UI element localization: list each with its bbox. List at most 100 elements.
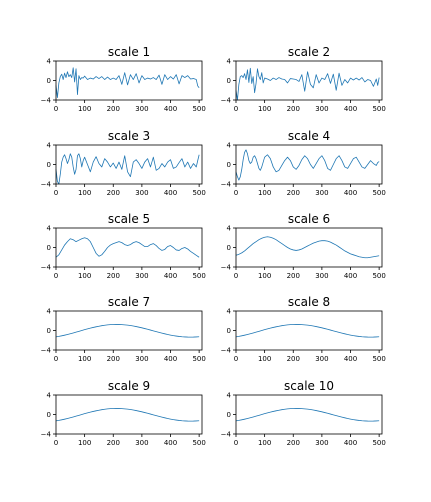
x-tick-label: 500 [192,272,205,280]
y-tick-label: −4 [221,97,232,105]
y-tick-label: 0 [227,161,231,169]
subplot-title: scale 9 [108,379,150,393]
y-tick-label: 4 [227,308,232,316]
axes-frame [235,394,383,435]
y-tick-label: 4 [47,58,52,66]
series-line [235,408,380,422]
x-tick-label: 500 [192,189,205,197]
y-tick-label: 4 [227,58,232,66]
y-tick-label: 4 [47,308,52,316]
y-tick-label: −4 [41,347,52,355]
y-tick-label: −4 [41,97,52,105]
x-tick-label: 0 [54,272,58,280]
y-tick-label: 0 [227,244,231,252]
x-tick-label: 400 [164,189,177,197]
y-tick-label: 4 [47,392,52,400]
axes-frame [55,227,203,268]
subplot-title: scale 2 [288,45,330,59]
x-tick-label: 0 [234,189,238,197]
x-tick-label: 100 [78,355,91,363]
x-tick-label: 0 [54,355,58,363]
subplot-6: scale 60 100 200 300 400 500−404 [221,212,386,280]
series-line [235,67,380,101]
x-tick-label: 500 [192,439,205,447]
y-tick-label: 4 [47,142,52,150]
subplot-4: scale 40 100 200 300 400 500−404 [221,129,386,197]
subplot-title: scale 3 [108,129,150,143]
x-tick-label: 0 [234,105,238,113]
x-tick-label: 0 [234,355,238,363]
x-tick-label: 100 [258,272,271,280]
x-tick-label: 200 [107,355,120,363]
axes-frame [55,310,203,351]
series-line [55,67,200,98]
y-tick-label: −4 [41,431,52,439]
x-tick-label: 300 [135,355,148,363]
subplot-title: scale 1 [108,45,150,59]
x-tick-label: 500 [192,105,205,113]
series-line [235,149,380,181]
x-tick-label: 300 [135,272,148,280]
subplot-title: scale 5 [108,212,150,226]
x-tick-label: 200 [287,355,300,363]
subplot-5: scale 50 100 200 300 400 500−404 [41,212,206,280]
x-tick-label: 400 [164,272,177,280]
y-tick-label: 4 [227,142,232,150]
x-tick-label: 200 [287,272,300,280]
x-tick-label: 100 [258,105,271,113]
x-tick-label: 100 [78,105,91,113]
axes-frame [55,394,203,435]
y-tick-label: −4 [221,181,232,189]
subplot-9: scale 90 100 200 300 400 500−404 [41,379,206,447]
x-tick-label: 400 [344,355,357,363]
subplot-title: scale 8 [288,295,330,309]
x-tick-label: 400 [344,105,357,113]
x-tick-label: 500 [372,189,385,197]
series-line [55,324,200,338]
x-tick-label: 100 [78,272,91,280]
y-tick-label: 0 [227,77,231,85]
x-tick-label: 500 [372,105,385,113]
y-tick-label: 0 [47,161,51,169]
x-tick-label: 300 [135,189,148,197]
y-tick-label: 4 [227,392,232,400]
axes-frame [235,310,383,351]
x-tick-label: 100 [78,439,91,447]
x-tick-label: 100 [258,189,271,197]
axes-frame [55,144,203,185]
subplot-1: scale 10 100 200 300 400 500−404 [41,45,206,113]
subplot-title: scale 6 [288,212,330,226]
x-tick-label: 400 [344,189,357,197]
y-tick-label: 0 [227,411,231,419]
subplot-title: scale 4 [288,129,330,143]
x-tick-label: 100 [258,439,271,447]
x-tick-label: 400 [344,439,357,447]
y-tick-label: 0 [227,327,231,335]
subplot-title: scale 10 [284,379,334,393]
x-tick-label: 100 [78,189,91,197]
y-tick-label: 0 [47,327,51,335]
subplot-2: scale 20 100 200 300 400 500−404 [221,45,386,113]
axes-frame [235,60,383,101]
x-tick-label: 0 [54,189,58,197]
series-line [55,237,200,258]
y-tick-label: −4 [221,347,232,355]
x-tick-label: 400 [164,355,177,363]
x-tick-label: 500 [192,355,205,363]
y-tick-label: 4 [227,225,232,233]
subplot-10: scale 100 100 200 300 400 500−404 [221,379,386,447]
x-tick-label: 400 [164,439,177,447]
series-line [55,153,200,185]
x-tick-label: 0 [54,105,58,113]
x-tick-label: 200 [287,189,300,197]
x-tick-label: 100 [258,355,271,363]
subplot-3: scale 30 100 200 300 400 500−404 [41,129,206,197]
y-tick-label: −4 [221,431,232,439]
x-tick-label: 300 [135,105,148,113]
y-tick-label: −4 [41,264,52,272]
x-tick-label: 500 [372,439,385,447]
x-tick-label: 300 [135,439,148,447]
x-tick-label: 200 [107,189,120,197]
x-tick-label: 500 [372,355,385,363]
